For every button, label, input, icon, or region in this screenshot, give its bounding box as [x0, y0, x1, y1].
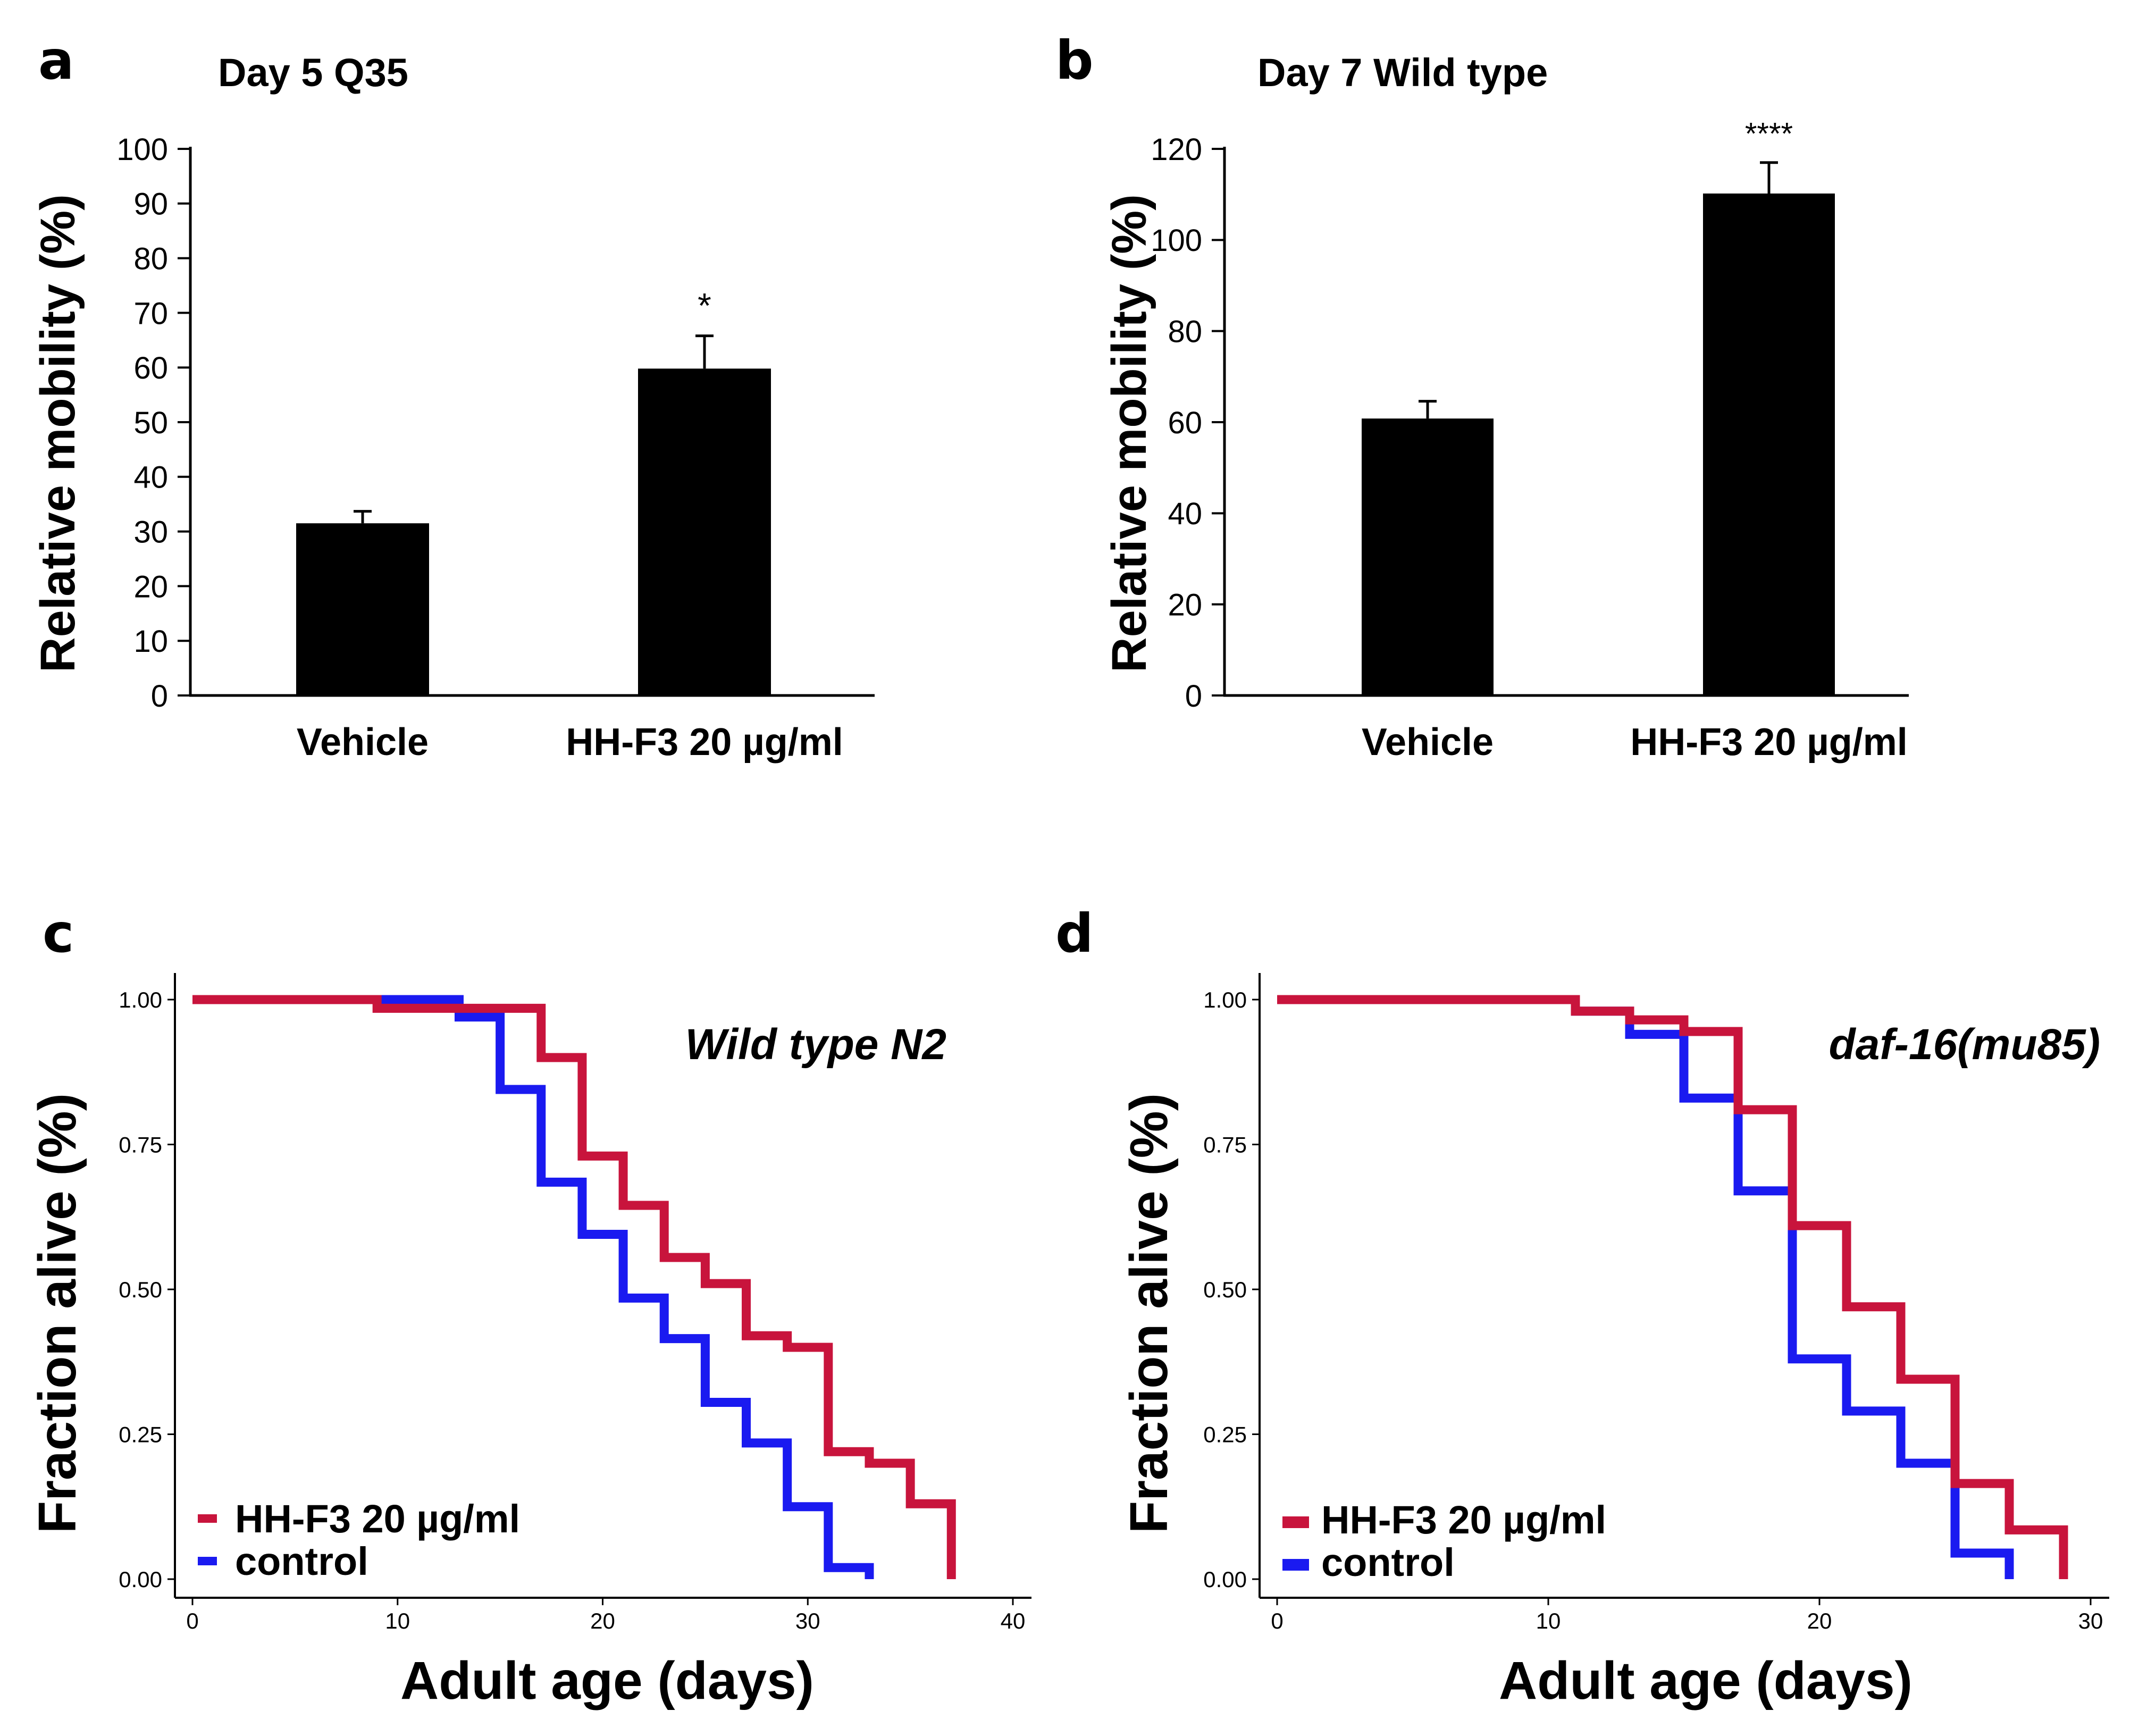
chart-d-strain-annotation: daf-16(mu85) [1829, 1020, 2100, 1069]
chart-c-legend-label-control: control [235, 1539, 368, 1583]
chart-a-y-tick-label: 60 [133, 351, 168, 385]
panel-letter-c: c [43, 902, 74, 965]
chart-d-x-tick-label: 30 [2078, 1608, 2103, 1633]
chart-b-y-tick-label: 0 [1185, 679, 1202, 714]
chart-a-title: Day 5 Q35 [218, 51, 408, 95]
panel-letter-b: b [1055, 29, 1094, 91]
chart-c-x-tick-label: 10 [385, 1608, 410, 1633]
chart-b-y-tick-label: 120 [1151, 132, 1202, 167]
chart-c-x-tick-label: 40 [1001, 1608, 1026, 1633]
chart-b-category-label: HH-F3 20 µg/ml [1630, 721, 1908, 764]
panel-a-bar-chart: Day 5 Q35 Relative mobility (%) 0 10 20 30 4… [31, 51, 875, 764]
chart-a-significance-marker: * [698, 286, 711, 325]
chart-a-y-tick-label: 70 [133, 296, 168, 331]
chart-d-x-tick-label: 20 [1807, 1608, 1832, 1633]
chart-b-y-tick-label: 80 [1168, 315, 1202, 349]
chart-a-y-tick-label: 90 [133, 187, 168, 222]
chart-c-series-control [192, 995, 874, 1579]
chart-b-y-tick-label: 40 [1168, 497, 1202, 531]
chart-a-y-tick-label: 30 [133, 515, 168, 549]
chart-b-y-tick-label: 20 [1168, 588, 1202, 623]
chart-d-y-tick-label: 0.25 [1203, 1422, 1247, 1447]
chart-c-y-tick-label: 0.75 [119, 1133, 162, 1158]
chart-c-y-tick-label: 0.50 [119, 1277, 162, 1302]
panel-c-survival-chart: Fraction alive (%) Adult age (days) Wild… [28, 973, 1031, 1710]
chart-d-x-tick-label: 0 [1271, 1608, 1283, 1633]
chart-b-y-tick-label: 60 [1168, 406, 1202, 440]
chart-c-x-tick-label: 30 [795, 1608, 820, 1633]
chart-c-x-tick-label: 20 [590, 1608, 615, 1633]
chart-a-y-tick-label: 20 [133, 569, 168, 604]
chart-d-legend-swatch-treated [1282, 1516, 1309, 1528]
panel-d-survival-chart: Fraction alive (%) Adult age (days) daf-… [1119, 973, 2109, 1710]
panel-letter-d: d [1055, 902, 1094, 965]
chart-b-category-label: Vehicle [1362, 721, 1494, 764]
chart-c-x-axis-label: Adult age (days) [400, 1651, 814, 1710]
chart-c-y-tick-label: 0.25 [119, 1422, 162, 1447]
chart-d-y-tick-label: 0.75 [1203, 1133, 1247, 1158]
chart-c-x-tick-label: 0 [186, 1608, 198, 1633]
chart-d-legend-swatch-control [1282, 1559, 1309, 1571]
chart-a-y-tick-label: 100 [116, 132, 168, 167]
chart-a-y-tick-label: 0 [151, 679, 168, 714]
chart-a-y-tick-label: 50 [133, 406, 168, 440]
chart-a-y-tick-label: 10 [133, 624, 168, 659]
chart-b-y-tick-label: 100 [1151, 223, 1202, 258]
chart-a-category-label: HH-F3 20 µg/ml [566, 721, 843, 764]
chart-a-y-tick-label: 40 [133, 460, 168, 495]
panel-letter-a: a [38, 29, 74, 91]
chart-c-legend-label-treated: HH-F3 20 µg/ml [235, 1497, 520, 1541]
panel-b-bar-chart: Day 7 Wild type Relative mobility (%) 0 2… [1102, 51, 1909, 764]
chart-c-y-tick-label: 0.00 [119, 1567, 162, 1592]
chart-d-legend-label-treated: HH-F3 20 µg/ml [1321, 1498, 1606, 1542]
chart-c-legend-swatch-treated [198, 1514, 217, 1523]
chart-b-title: Day 7 Wild type [1257, 51, 1548, 95]
chart-d-x-tick-label: 10 [1536, 1608, 1561, 1633]
chart-a-bar [296, 523, 429, 695]
chart-b-bar [1362, 418, 1494, 695]
chart-d-y-axis-label: Fraction alive (%) [1119, 1093, 1179, 1533]
chart-b-significance-marker: **** [1745, 117, 1793, 152]
chart-a-y-axis-label: Relative mobility (%) [31, 194, 85, 673]
chart-d-y-tick-label: 0.00 [1203, 1567, 1247, 1592]
chart-b-bar [1703, 193, 1835, 695]
chart-d-y-tick-label: 0.50 [1203, 1277, 1247, 1302]
chart-c-legend-swatch-control [198, 1557, 217, 1565]
chart-c-series-treated [192, 995, 956, 1579]
chart-c-y-axis-label: Fraction alive (%) [28, 1093, 87, 1533]
chart-d-y-tick-label: 1.00 [1203, 987, 1247, 1012]
chart-c-y-tick-label: 1.00 [119, 987, 162, 1012]
chart-d-legend-label-control: control [1321, 1540, 1455, 1584]
chart-c-strain-annotation: Wild type N2 [685, 1020, 946, 1069]
chart-d-x-axis-label: Adult age (days) [1499, 1651, 1912, 1710]
chart-a-bar [638, 368, 771, 695]
chart-a-category-label: Vehicle [297, 721, 429, 764]
chart-d-series-treated [1277, 995, 2068, 1579]
chart-b-y-axis-label: Relative mobility (%) [1102, 194, 1156, 673]
chart-a-y-tick-label: 80 [133, 241, 168, 276]
